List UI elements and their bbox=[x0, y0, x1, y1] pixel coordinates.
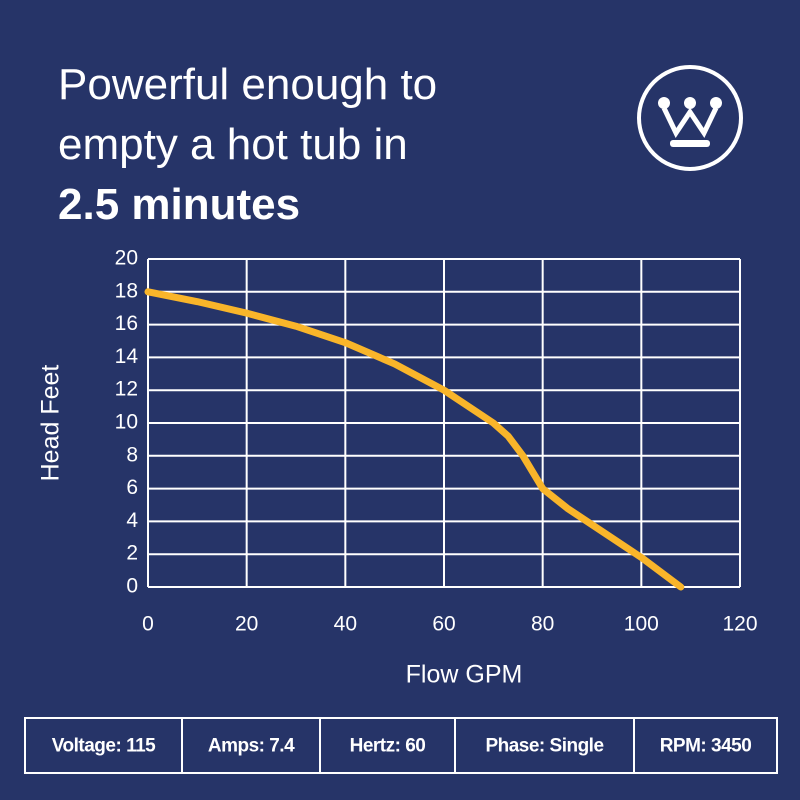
title-line: Powerful enough to bbox=[58, 60, 437, 109]
specs-box bbox=[24, 717, 778, 774]
x-tick-label: 80 bbox=[531, 613, 554, 636]
y-tick-label: 6 bbox=[126, 476, 138, 499]
title-line: empty a hot tub in bbox=[58, 120, 408, 169]
y-tick-label: 4 bbox=[126, 509, 138, 532]
x-tick-label: 120 bbox=[722, 613, 757, 636]
x-axis-label: Flow GPM bbox=[406, 661, 523, 689]
y-tick-label: 0 bbox=[126, 575, 138, 598]
spec-cell: Hertz: 60 bbox=[350, 736, 426, 757]
y-tick-label: 20 bbox=[115, 247, 138, 270]
y-tick-label: 12 bbox=[115, 378, 138, 401]
logo bbox=[637, 65, 743, 171]
x-tick-label: 60 bbox=[432, 613, 455, 636]
curve bbox=[144, 288, 685, 591]
x-tick-label: 0 bbox=[142, 613, 154, 636]
title-line: 2.5 minutes bbox=[58, 180, 300, 229]
x-tick-label: 40 bbox=[334, 613, 357, 636]
spec-cell: Phase: Single bbox=[485, 736, 603, 757]
y-tick-label: 8 bbox=[126, 443, 138, 466]
y-tick-label: 16 bbox=[115, 312, 138, 335]
spec-cell: Amps: 7.4 bbox=[208, 736, 295, 757]
spec-cell: Voltage: 115 bbox=[52, 736, 156, 757]
spec-cell: RPM: 3450 bbox=[660, 736, 752, 757]
y-tick-label: 2 bbox=[126, 542, 138, 565]
y-axis-label: Head Feet bbox=[37, 365, 65, 482]
y-tick-label: 14 bbox=[115, 345, 139, 368]
y-tick-label: 10 bbox=[115, 411, 138, 434]
y-tick-label: 18 bbox=[115, 279, 138, 302]
x-tick-label: 100 bbox=[624, 613, 659, 636]
x-tick-label: 20 bbox=[235, 613, 258, 636]
